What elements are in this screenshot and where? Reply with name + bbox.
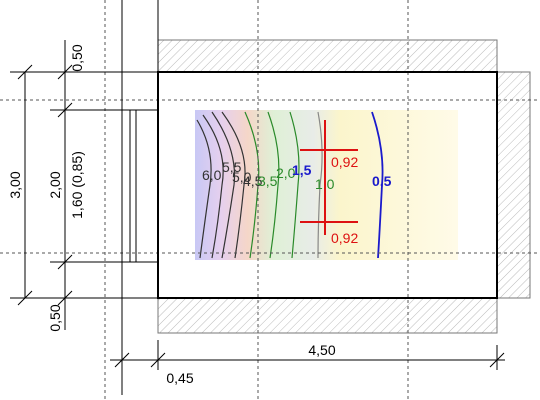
dim-label: 2,00 (47, 171, 63, 198)
walls (121, 39, 531, 334)
contour-label: 3,5 (258, 173, 278, 189)
room-outline (157, 71, 498, 299)
contour-label: 2,0 (276, 165, 296, 181)
contours (196, 111, 384, 259)
measurement-markers (300, 120, 358, 235)
dimension-lines (10, 40, 505, 370)
contour-label: 5,5 (222, 159, 242, 175)
dim-label: 4,50 (308, 342, 335, 358)
measurement-value: 0,92 (331, 154, 358, 170)
dim-label: 0,50 (69, 44, 85, 71)
contour-labels: 6,05,55,04,53,52,01,51,00,5 (202, 159, 392, 192)
contour-label: 5,0 (232, 169, 252, 185)
contour-label: 1,5 (292, 162, 312, 178)
contour-label: 6,0 (202, 167, 222, 183)
dim-label: 3,00 (7, 171, 23, 198)
dim-label: 1,60 (0,85) (69, 151, 85, 219)
dim-label: 0,50 (47, 304, 63, 331)
contour-label: 0,5 (372, 173, 392, 189)
measurement-value: 0,92 (331, 230, 358, 246)
dim-label: 0,45 (166, 370, 193, 386)
